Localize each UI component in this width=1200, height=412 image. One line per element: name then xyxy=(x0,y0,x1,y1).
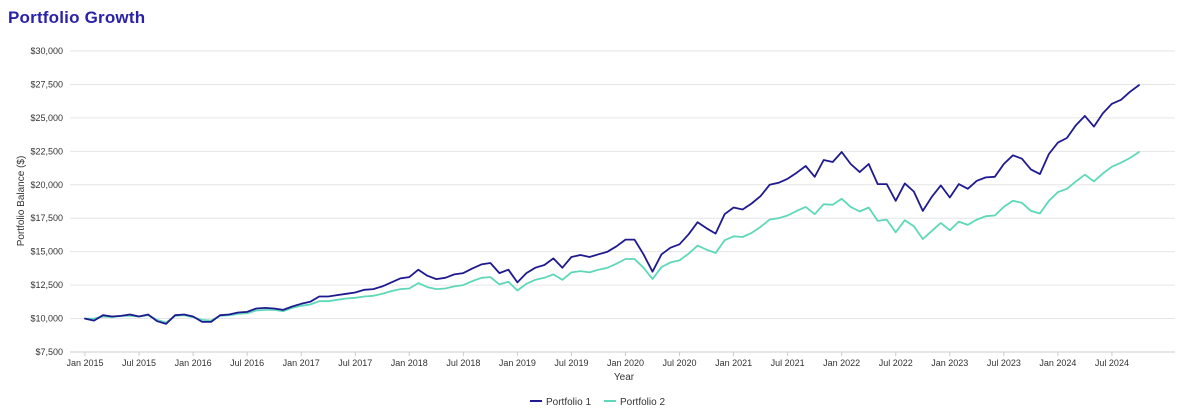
x-tick-label: Jan 2023 xyxy=(931,358,968,368)
y-tick-label: $22,500 xyxy=(30,146,63,156)
x-axis-label: Year xyxy=(614,372,635,383)
x-tick-label: Jan 2022 xyxy=(823,358,860,368)
x-tick-label: Jul 2015 xyxy=(122,358,156,368)
y-tick-label: $10,000 xyxy=(30,314,63,324)
x-tick-label: Jul 2018 xyxy=(446,358,480,368)
series-lines xyxy=(84,84,1140,325)
legend-label: Portfolio 2 xyxy=(620,397,665,408)
y-tick-label: $7,500 xyxy=(35,347,63,357)
y-tick-label: $27,500 xyxy=(30,79,63,89)
y-tick-label: $12,500 xyxy=(30,280,63,290)
series-line-portfolio-1 xyxy=(84,84,1140,325)
y-tick-label: $20,000 xyxy=(30,180,63,190)
y-tick-label: $15,000 xyxy=(30,247,63,257)
grid-lines xyxy=(70,50,1175,353)
x-tick-label: Jul 2017 xyxy=(338,358,372,368)
x-tick-label: Jul 2023 xyxy=(987,358,1021,368)
y-axis-ticks: $7,500 $10,000 $12,500 $15,000 $17,500 $20,00… xyxy=(30,46,63,357)
y-tick-label: $25,000 xyxy=(30,113,63,123)
legend-item-portfolio-2[interactable]: Portfolio 2 xyxy=(604,397,665,408)
x-tick-label: Jan 2017 xyxy=(283,358,320,368)
chart-title: Portfolio Growth xyxy=(8,8,146,27)
x-tick-label: Jan 2018 xyxy=(391,358,428,368)
x-tick-label: Jul 2016 xyxy=(230,358,264,368)
x-tick-label: Jul 2021 xyxy=(771,358,805,368)
legend-label: Portfolio 1 xyxy=(546,397,591,408)
y-tick-label: $30,000 xyxy=(30,46,63,56)
x-tick-label: Jul 2019 xyxy=(554,358,588,368)
legend-item-portfolio-1[interactable]: Portfolio 1 xyxy=(530,397,591,408)
x-tick-label: Jul 2022 xyxy=(879,358,913,368)
x-tick-label: Jan 2020 xyxy=(607,358,644,368)
x-tick-label: Jan 2021 xyxy=(715,358,752,368)
series-line-portfolio-2 xyxy=(84,151,1140,324)
x-axis-ticks: Jan 2015 Jul 2015 Jan 2016 Jul 2016 Jan 2017… xyxy=(66,352,1129,368)
legend: Portfolio 1 Portfolio 2 xyxy=(530,397,665,408)
x-tick-label: Jul 2020 xyxy=(663,358,697,368)
x-tick-label: Jul 2024 xyxy=(1095,358,1129,368)
y-tick-label: $17,500 xyxy=(30,213,63,223)
y-axis-label: Portfolio Balance ($) xyxy=(16,156,27,247)
x-tick-label: Jan 2015 xyxy=(66,358,103,368)
x-tick-label: Jan 2024 xyxy=(1039,358,1076,368)
x-tick-label: Jan 2019 xyxy=(499,358,536,368)
x-tick-label: Jan 2016 xyxy=(175,358,212,368)
